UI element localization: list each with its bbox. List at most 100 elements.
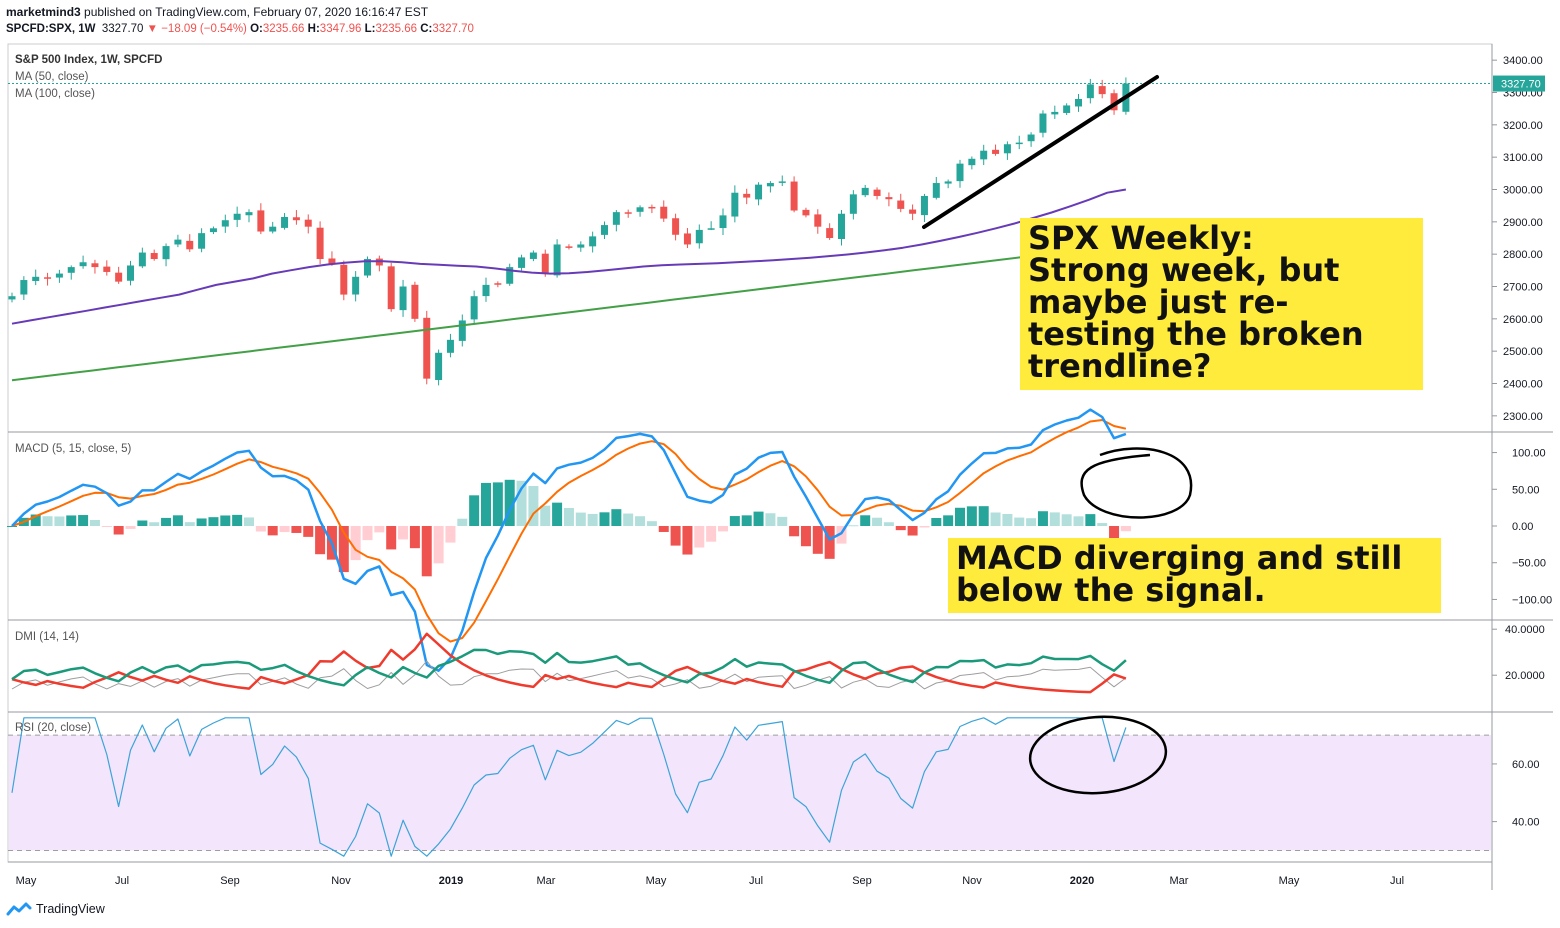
macd-histogram-bar <box>1037 511 1048 526</box>
candle-up <box>79 262 87 267</box>
note-line: MACD diverging and still <box>956 539 1403 577</box>
rsi-pane-title[interactable]: RSI (20, close) <box>15 722 92 734</box>
candle-up <box>589 236 597 247</box>
macd-histogram-bar <box>1061 514 1072 526</box>
candle-down <box>257 210 265 232</box>
macd-histogram-bar <box>978 506 989 526</box>
candle-up <box>944 181 952 184</box>
macd-histogram-bar <box>421 526 432 577</box>
macd-histogram-bar <box>1014 517 1025 526</box>
candle-down <box>1110 93 1118 111</box>
symbol-label[interactable]: SPCFD:SPX, 1W <box>6 23 96 35</box>
macd-histogram-bar <box>208 517 219 526</box>
macd-histogram-bar <box>729 516 740 526</box>
macd-histogram-bar <box>765 513 776 526</box>
macd-histogram-bar <box>540 505 551 526</box>
candle-down <box>802 209 810 216</box>
candle-down <box>340 264 348 295</box>
candle-up <box>281 216 289 228</box>
macd-histogram-bar <box>919 526 930 528</box>
rsi-line <box>11 717 1127 857</box>
macd-tick-label: 0.00 <box>1512 521 1533 533</box>
macd-pane-title[interactable]: MACD (5, 15, close, 5) <box>15 443 132 455</box>
price-change: ▼ −18.09 (−0.54%) <box>146 23 247 35</box>
candle-down <box>565 246 573 248</box>
footer-brand[interactable]: TradingView <box>6 901 105 917</box>
candle-up <box>778 181 786 183</box>
candle-down <box>648 206 656 209</box>
macd-histogram-bar <box>552 502 563 526</box>
candle-up <box>956 163 964 182</box>
ma50-legend[interactable]: MA (50, close) <box>15 71 89 83</box>
macd-histogram-bar <box>492 482 503 526</box>
macd-histogram-bar <box>66 515 77 526</box>
macd-histogram-bar <box>753 511 764 526</box>
dmi-tick-label: 20.0000 <box>1505 670 1545 682</box>
macd-histogram-bar <box>563 507 574 526</box>
time-tick-label: Jul <box>115 875 129 887</box>
author-name[interactable]: marketmind3 <box>6 5 81 19</box>
candle-down <box>826 228 834 238</box>
macd-histogram-bar <box>398 526 409 540</box>
candle-down <box>672 218 680 235</box>
macd-histogram-bar <box>872 517 883 526</box>
candle-up <box>32 276 40 281</box>
macd-histogram-bar <box>220 515 231 526</box>
main-pane-title[interactable]: S&P 500 Index, 1W, SPCFD <box>15 54 163 66</box>
candle-down <box>115 272 123 282</box>
macd-histogram-bar <box>255 526 266 532</box>
macd-histogram-bar <box>955 507 965 526</box>
publish-date: published on TradingView.com, February 0… <box>84 5 429 19</box>
candle-up <box>482 284 490 297</box>
candle-up <box>67 267 75 273</box>
macd-histogram-bar <box>433 526 444 564</box>
macd-histogram-bar <box>303 526 314 537</box>
candle-down <box>683 233 691 245</box>
macd-histogram-bar <box>777 516 788 526</box>
macd-histogram-bar <box>682 526 693 555</box>
macd-histogram-bar <box>338 526 349 573</box>
macd-histogram-bar <box>1085 514 1096 526</box>
candle-up <box>731 192 739 217</box>
macd-histogram-bar <box>836 526 847 544</box>
candle-up <box>636 207 644 212</box>
macd-histogram-bar <box>196 518 207 526</box>
macd-tick-label: −50.00 <box>1512 558 1546 570</box>
macd-comment-note: MACD diverging and still below the signa… <box>948 538 1441 613</box>
candle-up <box>612 212 620 225</box>
macd-histogram-bar <box>611 509 622 526</box>
macd-histogram-bar <box>646 521 657 526</box>
rsi-hand-circle <box>1028 715 1168 795</box>
candle-up <box>470 296 478 320</box>
macd-histogram-bar <box>670 526 681 546</box>
macd-histogram-bar <box>78 515 89 526</box>
ma100-line <box>11 243 1127 382</box>
price-tick-label: 2600.00 <box>1503 314 1543 326</box>
candle-down <box>423 317 431 379</box>
candle-up <box>1039 113 1047 133</box>
macd-hand-circle <box>1080 447 1193 519</box>
candle-up <box>458 320 466 341</box>
candle-up <box>138 252 146 267</box>
candle-up <box>233 213 241 220</box>
price-tick-label: 2700.00 <box>1503 282 1543 294</box>
macd-histogram-bar <box>706 526 717 542</box>
macd-signal-line <box>11 419 1127 643</box>
candle-up <box>162 246 170 260</box>
ma100-legend[interactable]: MA (100, close) <box>15 88 95 100</box>
macd-histogram-bar <box>409 526 420 549</box>
candle-up <box>127 265 134 281</box>
high-label: H: <box>307 23 320 35</box>
candle-up <box>352 276 360 295</box>
macd-histogram-bar <box>101 526 112 527</box>
time-tick-label: Sep <box>852 875 872 887</box>
last-price-tag-label: 3327.70 <box>1501 79 1541 91</box>
candle-up <box>932 183 940 198</box>
macd-histogram-bar <box>7 526 17 527</box>
candle-up <box>209 228 217 233</box>
time-tick-label: Jul <box>1390 875 1404 887</box>
candle-up <box>529 252 537 259</box>
dmi-pane-title[interactable]: DMI (14, 14) <box>15 631 79 643</box>
candle-down <box>328 258 336 264</box>
